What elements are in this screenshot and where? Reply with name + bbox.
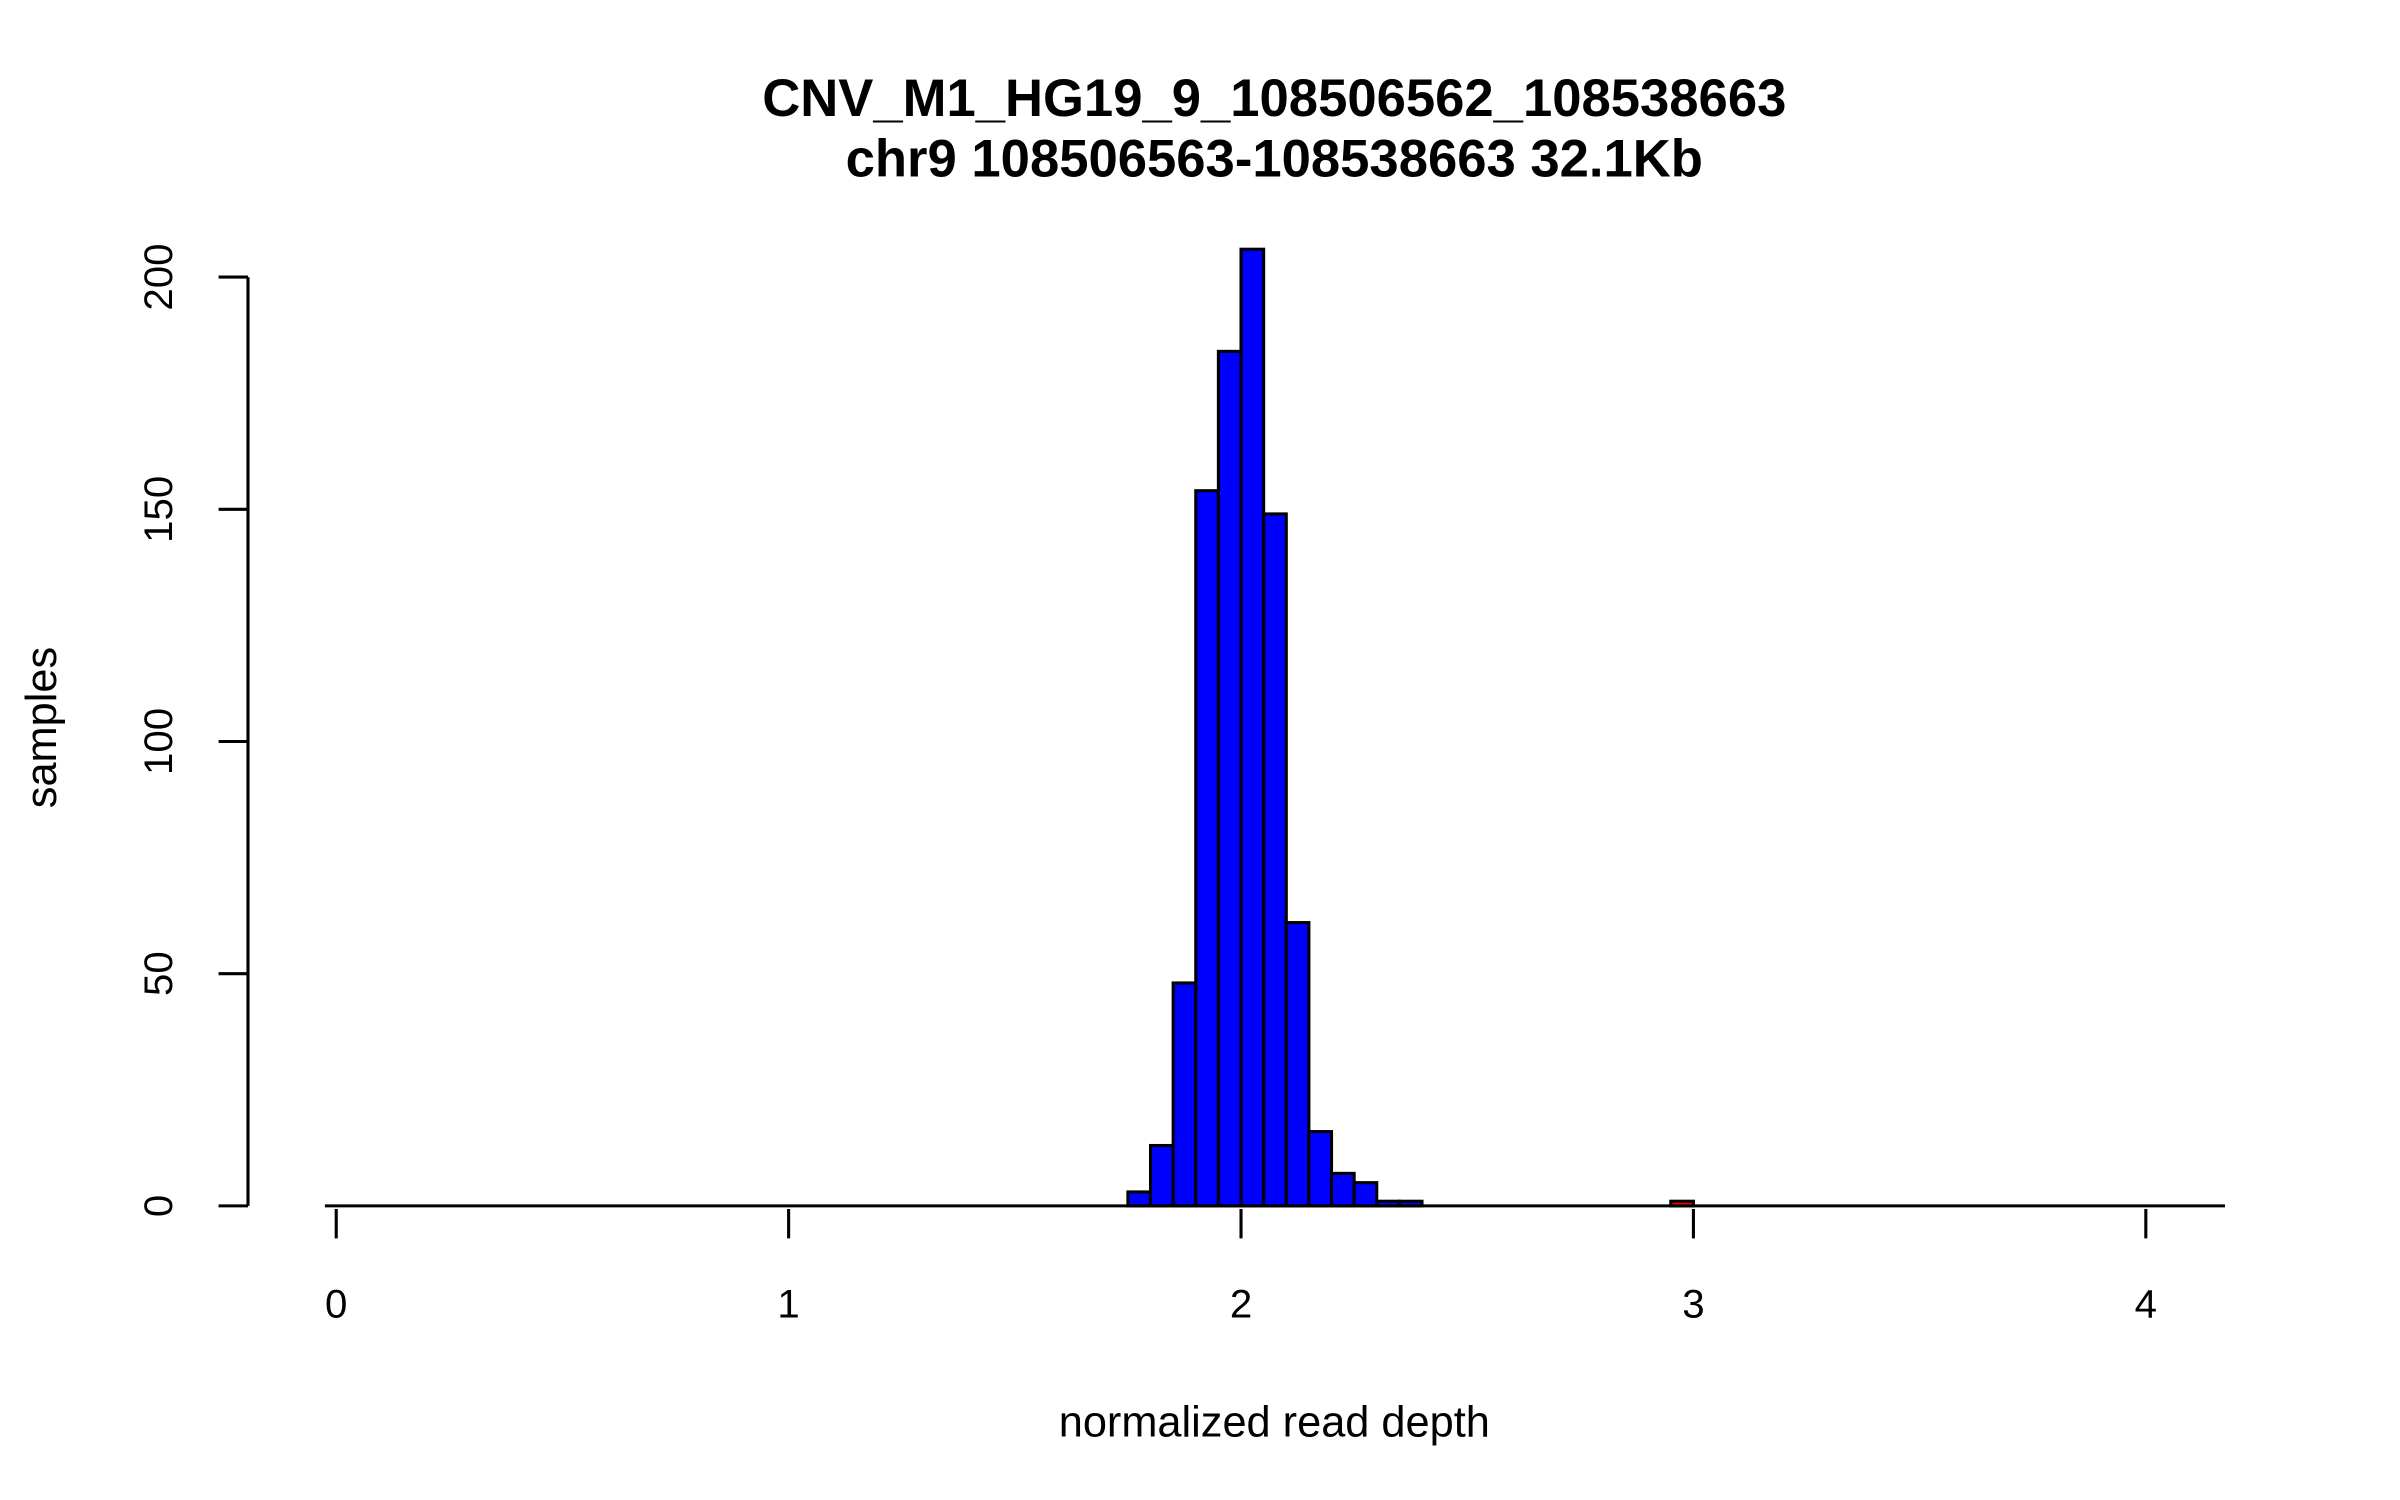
histogram-bar	[1216, 349, 1243, 1208]
highlighted-bar	[1669, 1199, 1695, 1208]
y-tick-label: 50	[136, 951, 181, 996]
histogram-bar	[1148, 1143, 1175, 1208]
histogram-bar	[1126, 1190, 1153, 1208]
y-tick-label: 150	[136, 476, 181, 543]
chart-subtitle: chr9 108506563-108538663 32.1Kb	[846, 129, 1703, 188]
x-tick-label: 3	[1682, 1281, 1704, 1326]
histogram-bar	[1284, 921, 1311, 1208]
histogram-bar	[1262, 512, 1288, 1208]
histogram-bar	[1171, 981, 1198, 1208]
x-tick-label: 0	[325, 1281, 347, 1326]
chart-title: CNV_M1_HG19_9_108506562_108538663	[762, 69, 1786, 128]
histogram-bar	[1352, 1181, 1379, 1208]
histogram-bar	[1239, 247, 1266, 1208]
x-tick-label: 4	[2135, 1281, 2157, 1326]
histogram-bar	[1329, 1171, 1356, 1208]
histogram-bar	[1194, 489, 1220, 1208]
y-tick-label: 100	[136, 708, 181, 775]
y-tick-label: 0	[136, 1195, 181, 1217]
y-axis-label: samples	[18, 647, 66, 808]
histogram-bar	[1397, 1199, 1424, 1208]
histogram-bar	[1375, 1199, 1401, 1208]
x-tick-label: 2	[1230, 1281, 1252, 1326]
y-tick-label: 200	[136, 244, 181, 311]
histogram-bar	[1307, 1130, 1334, 1208]
x-tick-label: 1	[777, 1281, 799, 1326]
x-axis-label: normalized read depth	[1059, 1399, 1490, 1447]
